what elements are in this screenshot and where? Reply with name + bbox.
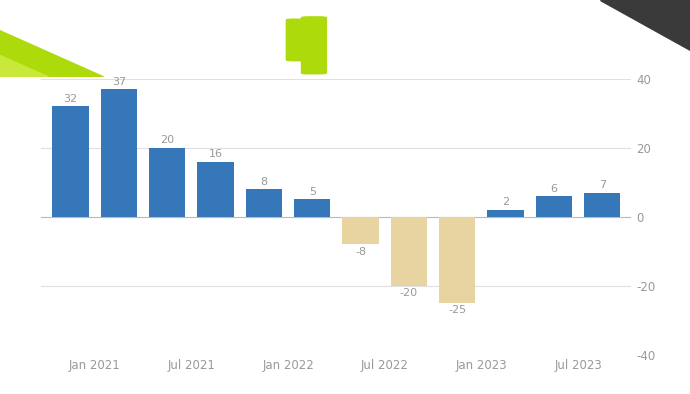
Polygon shape — [600, 0, 690, 50]
Bar — [149, 148, 185, 217]
Text: -8: -8 — [355, 247, 366, 257]
Bar — [391, 217, 427, 286]
Text: Markets: Markets — [346, 52, 420, 67]
Text: 5: 5 — [308, 187, 316, 197]
Polygon shape — [0, 55, 48, 77]
Text: 32: 32 — [63, 94, 77, 104]
Text: 20: 20 — [160, 135, 174, 145]
Bar — [536, 196, 572, 217]
Text: Ultima: Ultima — [346, 22, 406, 37]
Text: 6: 6 — [551, 184, 558, 193]
Text: 8: 8 — [260, 177, 268, 187]
Bar — [342, 217, 379, 244]
Text: -25: -25 — [448, 305, 466, 315]
FancyBboxPatch shape — [302, 17, 326, 74]
FancyBboxPatch shape — [286, 19, 311, 61]
Bar — [101, 89, 137, 217]
Text: 16: 16 — [208, 149, 222, 159]
Bar — [439, 217, 475, 303]
Text: 7: 7 — [599, 180, 606, 190]
Bar — [246, 189, 282, 217]
Bar — [197, 162, 234, 217]
Polygon shape — [0, 31, 104, 77]
Text: -20: -20 — [400, 288, 418, 298]
Bar — [294, 199, 331, 217]
Text: 2: 2 — [502, 197, 509, 207]
Text: 37: 37 — [112, 77, 126, 87]
Bar — [488, 210, 524, 217]
Bar — [584, 193, 620, 217]
Bar — [52, 106, 88, 217]
